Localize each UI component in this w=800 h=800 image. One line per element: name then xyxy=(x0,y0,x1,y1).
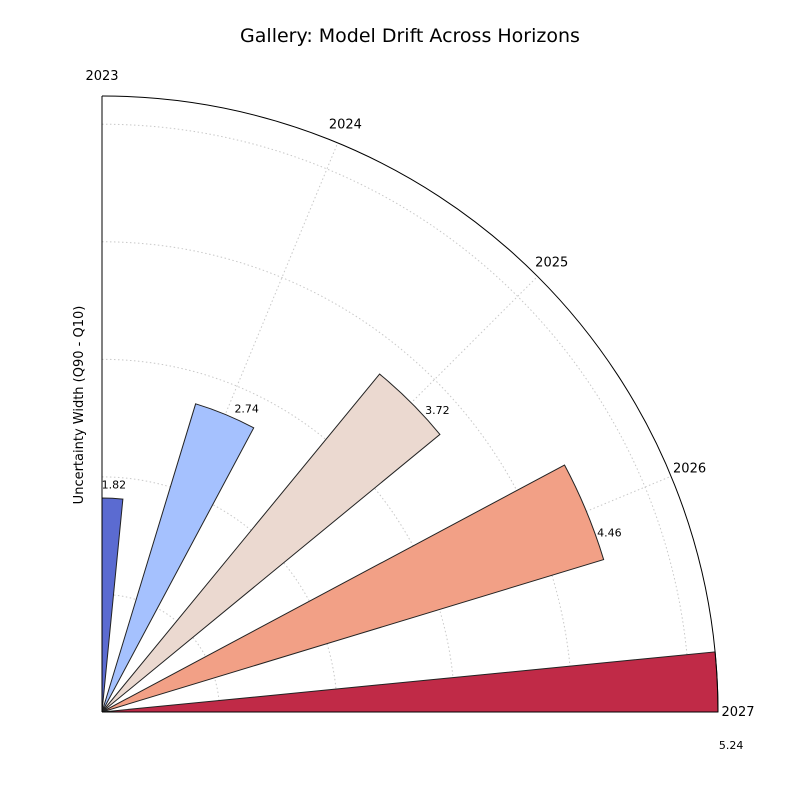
axis-frame xyxy=(101,95,719,713)
radial-grid-circle xyxy=(101,123,691,713)
bar-wedge-2026 xyxy=(101,464,605,713)
y-axis-label: Uncertainty Width (Q90 - Q10) xyxy=(72,306,87,505)
radial-grid-circle xyxy=(101,241,573,713)
category-label-2025: 2025 xyxy=(535,255,568,270)
angular-grid-line xyxy=(101,276,538,713)
category-label-2024: 2024 xyxy=(329,117,362,132)
value-label-2025: 3.72 xyxy=(425,404,450,417)
value-label-2026: 4.46 xyxy=(597,526,622,539)
value-label-2023: 1.82 xyxy=(102,478,127,491)
bar-wedge-2025 xyxy=(101,373,441,713)
value-label-2027: 5.24 xyxy=(719,739,744,752)
value-label-2024: 2.74 xyxy=(234,403,259,416)
bar-wedge-2024 xyxy=(101,403,255,713)
wedge-layer xyxy=(101,373,719,713)
chart-title: Gallery: Model Drift Across Horizons xyxy=(240,25,580,47)
label-layer: 2023 2024 2025 2026 2027 1.82 2.74 3.72 4.46 5.24 xyxy=(85,69,754,752)
category-label-2026: 2026 xyxy=(673,462,706,477)
category-label-2023: 2023 xyxy=(85,69,118,84)
outer-arc xyxy=(101,95,719,713)
category-label-2027: 2027 xyxy=(721,705,754,720)
